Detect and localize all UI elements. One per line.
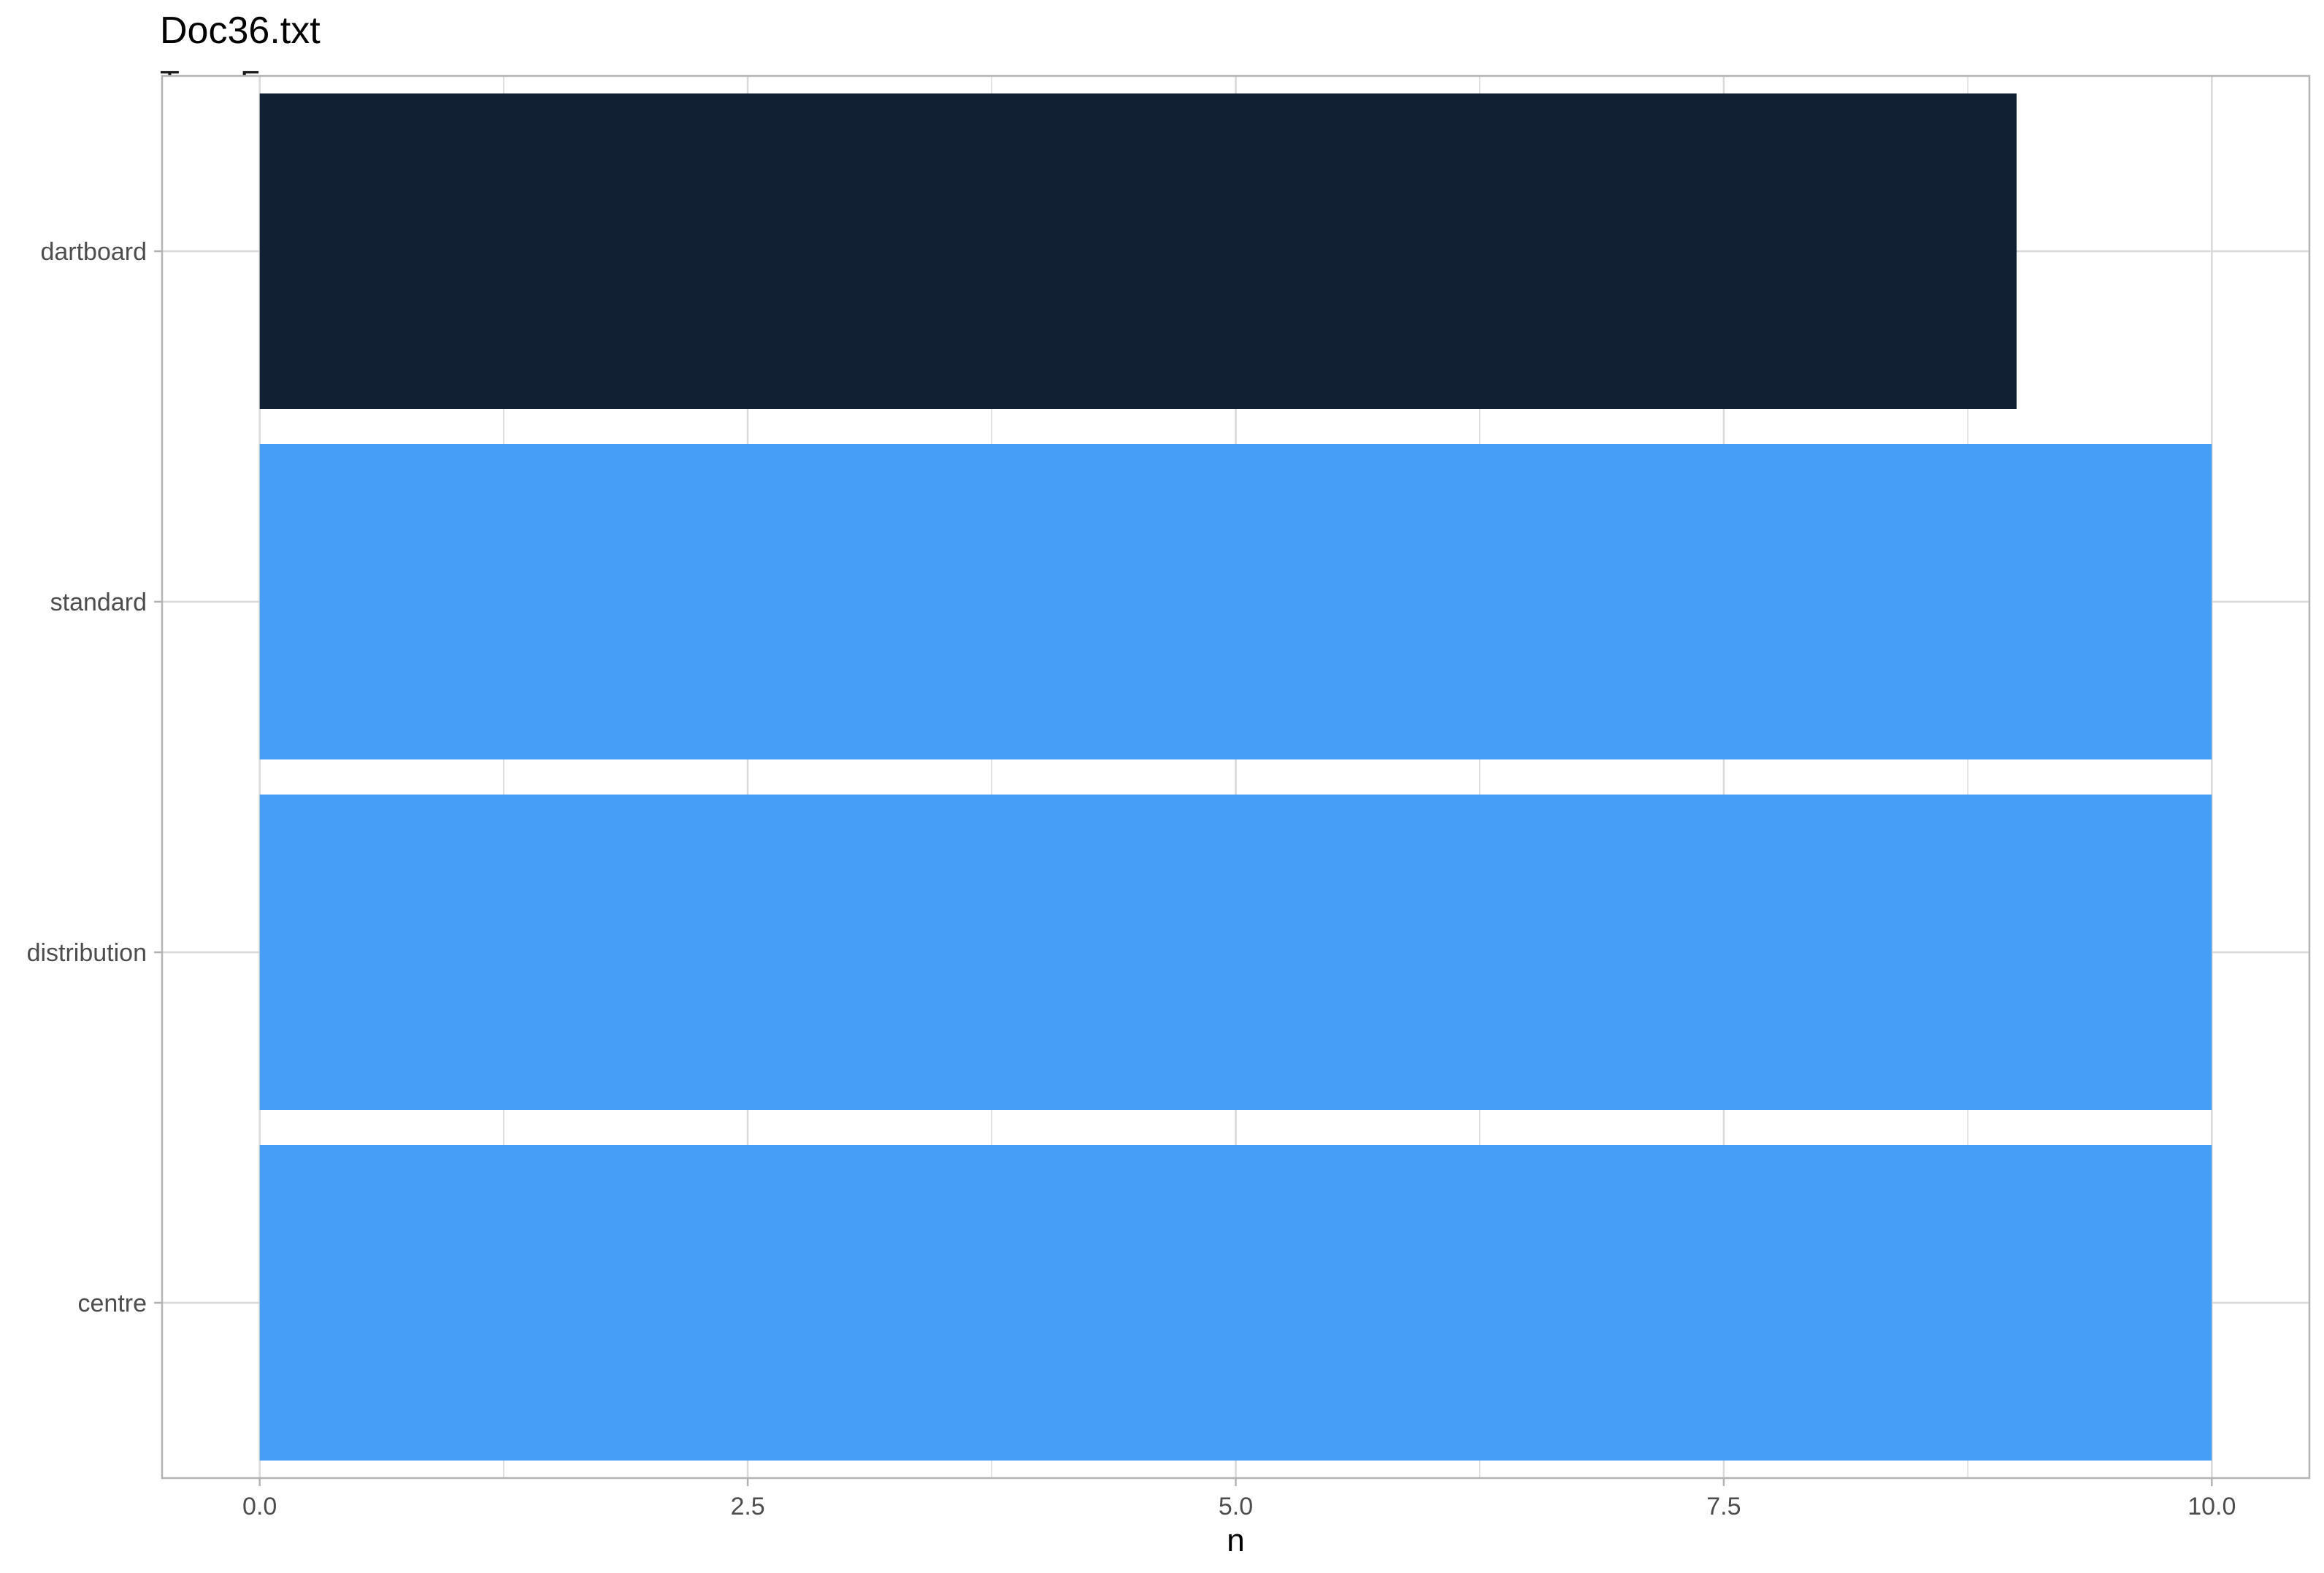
x-tick-label: 0.0 (242, 1493, 277, 1520)
bar-centre (259, 1145, 2212, 1461)
y-tick-label-standard: standard (50, 589, 147, 616)
x-tick-label: 10.0 (2187, 1493, 2236, 1520)
y-tick-label-centre: centre (78, 1290, 147, 1317)
bar-distribution (259, 795, 2212, 1110)
x-axis-title: n (1227, 1523, 1244, 1558)
x-tick-label: 7.5 (1706, 1493, 1741, 1520)
x-tick-label: 2.5 (730, 1493, 764, 1520)
y-tick-label-distribution: distribution (27, 939, 147, 967)
y-tick-label-dartboard: dartboard (40, 238, 147, 266)
bar-standard (259, 444, 2212, 759)
x-tick-label: 5.0 (1219, 1493, 1253, 1520)
chart-title: Doc36.txt (160, 9, 321, 52)
bar-dartboard (259, 93, 2017, 409)
